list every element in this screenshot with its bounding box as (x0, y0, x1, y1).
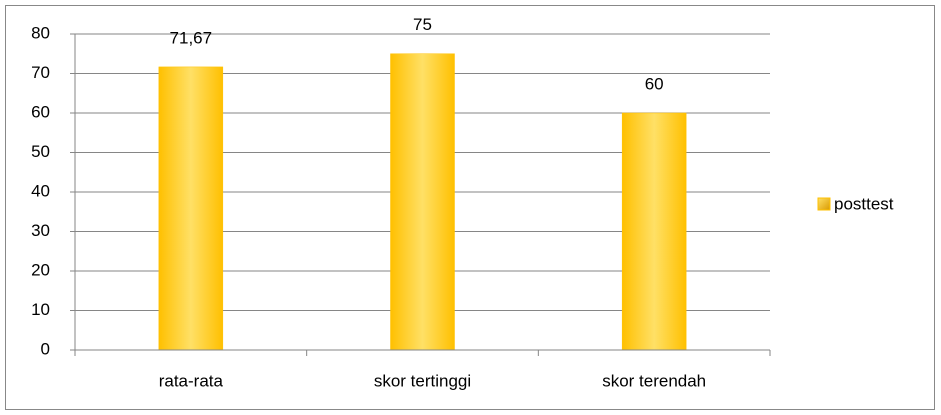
x-tick-label: skor terendah (602, 371, 706, 390)
y-tick-label: 60 (31, 102, 50, 121)
bar (158, 66, 224, 351)
y-tick-label: 80 (31, 23, 50, 42)
x-tick-label: rata-rata (159, 371, 224, 390)
y-tick-label: 30 (31, 221, 50, 240)
y-tick-label: 40 (31, 181, 50, 200)
data-label: 60 (645, 74, 664, 93)
legend-swatch (817, 197, 831, 211)
y-tick-label: 20 (31, 260, 50, 279)
bar (390, 53, 455, 351)
data-label: 75 (413, 15, 432, 34)
bar (621, 112, 687, 351)
x-tick-label: skor tertinggi (374, 371, 471, 390)
legend-label: posttest (834, 194, 894, 213)
y-tick-label: 0 (41, 339, 50, 358)
y-tick-label: 10 (31, 300, 50, 319)
y-tick-label: 50 (31, 142, 50, 161)
chart-border (5, 5, 935, 410)
y-tick-label: 70 (31, 63, 50, 82)
data-label: 71,67 (170, 28, 213, 47)
